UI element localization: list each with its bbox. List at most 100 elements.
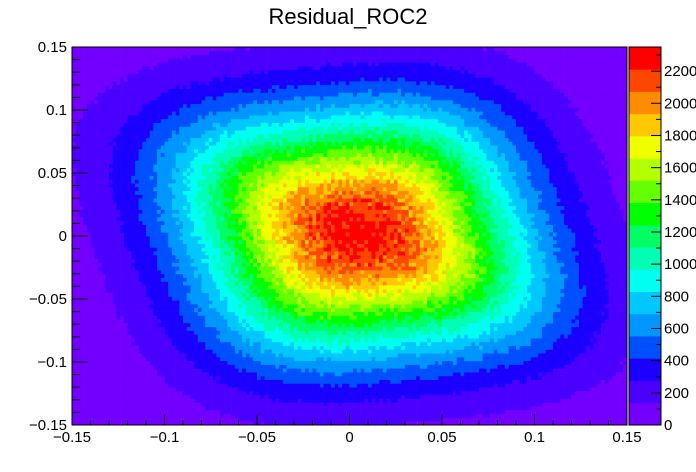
heatmap-cell <box>86 190 91 195</box>
heatmap-cell <box>249 262 254 267</box>
heatmap-cell <box>194 122 199 127</box>
heatmap-cell <box>249 334 254 339</box>
heatmap-cell <box>134 88 139 93</box>
heatmap-cell <box>231 406 236 411</box>
heatmap-cell <box>216 270 221 275</box>
heatmap-cell <box>220 149 225 154</box>
heatmap-cell <box>183 58 188 63</box>
heatmap-cell <box>242 304 247 309</box>
heatmap-cell <box>134 69 139 74</box>
heatmap-cell <box>72 171 77 176</box>
heatmap-cell <box>223 190 228 195</box>
heatmap-cell <box>186 319 191 324</box>
heatmap-cell <box>231 375 236 380</box>
heatmap-cell <box>109 118 114 123</box>
heatmap-cell <box>205 198 210 203</box>
heatmap-cell <box>183 209 188 214</box>
heatmap-cell <box>171 307 176 312</box>
heatmap-cell <box>216 77 221 82</box>
heatmap-cell <box>238 54 243 59</box>
heatmap-cell <box>146 122 151 127</box>
heatmap-cell <box>149 334 154 339</box>
heatmap-cell <box>131 137 136 142</box>
heatmap-cell <box>190 406 195 411</box>
heatmap-cell <box>86 156 91 161</box>
heatmap-cell <box>208 156 213 161</box>
heatmap-cell <box>116 285 121 290</box>
heatmap-cell <box>101 300 106 305</box>
heatmap-cell <box>131 118 136 123</box>
heatmap-cell <box>90 300 95 305</box>
heatmap-cell <box>90 164 95 169</box>
heatmap-cell <box>249 409 254 415</box>
heatmap-cell <box>146 156 151 161</box>
heatmap-cell <box>90 190 95 195</box>
heatmap-cell <box>245 334 250 339</box>
heatmap-cell <box>138 251 143 256</box>
heatmap-cell <box>223 149 228 154</box>
heatmap-cell <box>231 228 236 233</box>
heatmap-cell <box>72 73 77 78</box>
heatmap-cell <box>231 243 236 248</box>
heatmap-cell <box>123 341 128 346</box>
heatmap-cell <box>179 152 184 157</box>
heatmap-cell <box>175 311 180 316</box>
heatmap-cell <box>72 190 77 195</box>
heatmap-cell <box>205 304 210 309</box>
heatmap-cell <box>231 220 236 226</box>
heatmap-cell <box>220 171 225 176</box>
heatmap-cell <box>94 353 99 358</box>
heatmap-cell <box>212 387 217 392</box>
heatmap-cell <box>116 360 121 365</box>
heatmap-cell <box>94 364 99 369</box>
heatmap-cell <box>175 84 180 89</box>
heatmap-cell <box>249 356 254 362</box>
heatmap-cell <box>134 205 139 210</box>
heatmap-cell <box>72 103 77 108</box>
heatmap-cell <box>131 281 136 286</box>
heatmap-cell <box>216 353 221 358</box>
heatmap-cell <box>138 175 143 180</box>
heatmap-cell <box>197 141 202 146</box>
heatmap-cell <box>245 145 250 150</box>
heatmap-cell <box>197 300 202 305</box>
heatmap-cell <box>234 413 239 418</box>
heatmap-cell <box>138 137 143 142</box>
heatmap-cell <box>160 228 165 233</box>
heatmap-cell <box>86 145 91 150</box>
heatmap-cell <box>216 209 221 214</box>
heatmap-cell <box>212 243 217 248</box>
heatmap-cell <box>86 273 91 278</box>
heatmap-cell <box>190 300 195 305</box>
heatmap-cell <box>231 262 236 267</box>
heatmap-cell <box>90 141 95 146</box>
heatmap-cell <box>160 243 165 248</box>
heatmap-cell <box>146 205 151 210</box>
heatmap-cell <box>123 126 128 131</box>
heatmap-cell <box>175 205 180 210</box>
heatmap-cell <box>183 390 188 396</box>
heatmap-cell <box>160 62 165 67</box>
heatmap-cell <box>157 213 162 218</box>
heatmap-cell <box>186 232 191 237</box>
heatmap-cell <box>179 84 184 89</box>
heatmap-cell <box>134 103 139 108</box>
heatmap-cell <box>231 205 236 210</box>
heatmap-cell <box>208 315 213 320</box>
heatmap-cell <box>197 96 202 101</box>
heatmap-cell <box>72 201 77 207</box>
heatmap-cell <box>127 326 132 331</box>
heatmap-cell <box>153 88 158 93</box>
heatmap-cell <box>120 258 125 263</box>
heatmap-cell <box>153 307 158 312</box>
heatmap-cell <box>223 133 228 139</box>
heatmap-cell <box>142 379 147 384</box>
heatmap-cell <box>75 164 80 169</box>
heatmap-cell <box>109 326 114 331</box>
heatmap-cell <box>183 62 188 67</box>
heatmap-cell <box>90 236 95 241</box>
heatmap-cell <box>238 353 243 358</box>
heatmap-cell <box>86 171 91 176</box>
heatmap-cell <box>175 65 180 71</box>
heatmap-cell <box>112 383 117 388</box>
